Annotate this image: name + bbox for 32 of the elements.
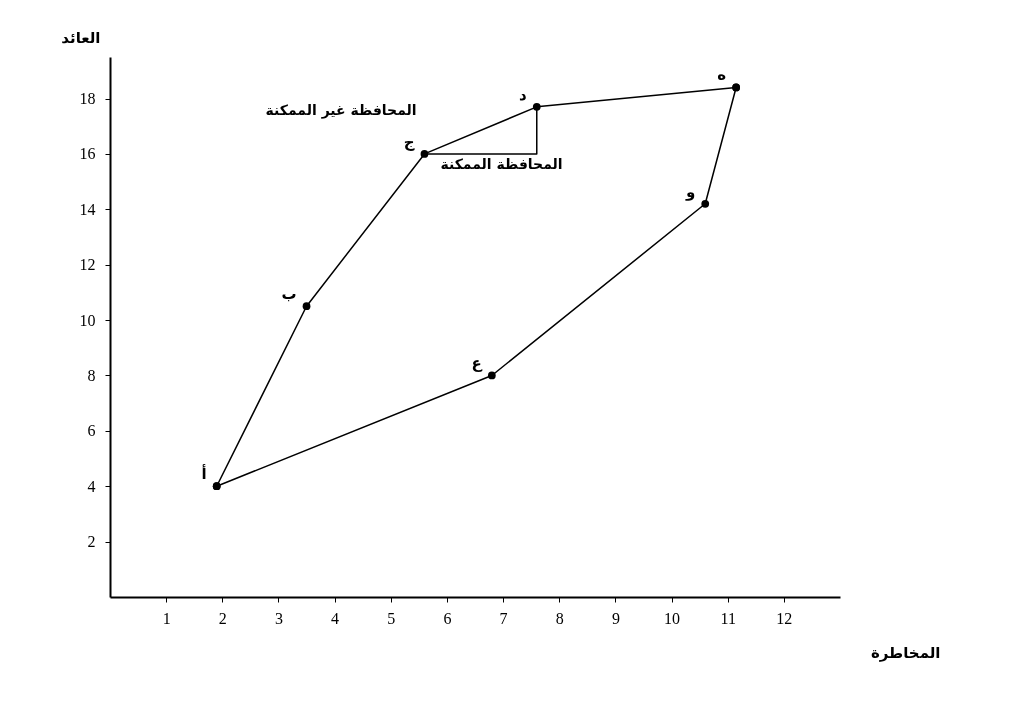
x-tick-label: 9	[611, 609, 620, 627]
y-tick-label: 18	[79, 90, 96, 108]
annotation: ج	[403, 132, 415, 151]
annotation: المحافظة غير الممكنة	[265, 102, 417, 119]
y-axis-title: العائد	[61, 28, 101, 47]
annotation: ع	[471, 354, 483, 373]
x-tick-label: 7	[499, 609, 508, 627]
x-axis-title: المخاطرة	[870, 643, 941, 662]
y-tick-label: 6	[87, 422, 96, 440]
y-tick-label: 14	[79, 200, 96, 218]
annotation: و	[684, 182, 696, 201]
annotation: ه	[717, 66, 727, 85]
y-tick-label: 16	[79, 145, 96, 163]
y-tick-label: 10	[79, 311, 96, 329]
x-tick-label: 11	[720, 609, 736, 627]
y-tick-label: 2	[87, 533, 96, 551]
y-tick-label: 12	[79, 256, 96, 274]
annotation: ب	[281, 285, 297, 304]
x-tick-label: 8	[555, 609, 564, 627]
annotation: د	[519, 85, 528, 104]
annotation: أ	[201, 464, 207, 484]
y-tick-label: 8	[87, 366, 96, 384]
x-tick-label: 12	[776, 609, 793, 627]
x-tick-label: 3	[274, 609, 283, 627]
y-tick-label: 4	[87, 477, 96, 495]
x-tick-label: 10	[664, 609, 681, 627]
x-tick-label: 1	[162, 609, 171, 627]
x-tick-label: 6	[443, 609, 452, 627]
x-tick-label: 4	[331, 609, 340, 627]
annotation: المحافظة الممكنة	[440, 156, 563, 172]
x-tick-label: 5	[387, 609, 396, 627]
x-tick-label: 2	[218, 609, 227, 627]
